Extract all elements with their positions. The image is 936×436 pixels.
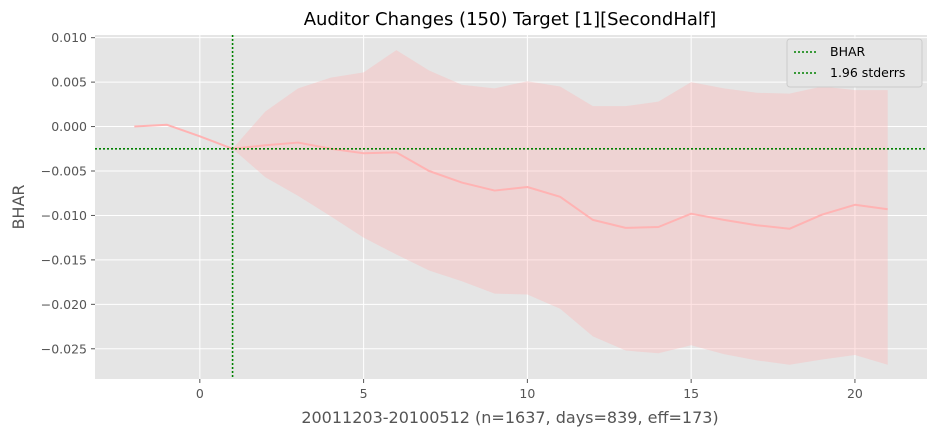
series-lines <box>134 123 888 230</box>
x-axis-label: 20011203-20100512 (n=1637, days=839, eff… <box>301 408 718 427</box>
chart-title: Auditor Changes (150) Target [1][SecondH… <box>304 9 717 30</box>
reference-lines <box>95 35 927 379</box>
legend-box <box>786 38 923 88</box>
plot-area <box>95 35 927 379</box>
x-tick-label: 10 <box>519 386 535 401</box>
y-tick-label: −0.020 <box>41 297 87 312</box>
legend-label-bhar: BHAR <box>830 44 866 59</box>
y-axis-ticks: 0.010 0.005 0.000 −0.005 −0.010 −0.015 −0.020 −… <box>41 30 95 356</box>
x-tick-label: 20 <box>847 386 863 401</box>
y-tick-label: −0.025 <box>41 341 87 356</box>
x-tick-label: 15 <box>683 386 699 401</box>
y-tick-label: 0.000 <box>51 119 87 134</box>
y-tick-label: 0.010 <box>51 30 87 45</box>
x-axis-ticks: 0 5 10 15 20 <box>196 379 863 401</box>
x-tick-label: 5 <box>360 386 368 401</box>
y-axis-label: BHAR <box>9 184 28 229</box>
y-tick-label: −0.005 <box>41 164 87 179</box>
legend-label-stderrs: 1.96 stderrs <box>830 65 905 80</box>
y-tick-label: −0.010 <box>41 208 87 223</box>
bhar-series-line <box>134 123 888 230</box>
stderr-band <box>232 50 888 365</box>
confidence-band <box>232 50 888 365</box>
legend: BHAR 1.96 stderrs <box>786 38 923 88</box>
y-tick-label: 0.005 <box>51 75 87 90</box>
y-tick-label: −0.015 <box>41 252 87 267</box>
x-tick-label: 0 <box>196 386 204 401</box>
